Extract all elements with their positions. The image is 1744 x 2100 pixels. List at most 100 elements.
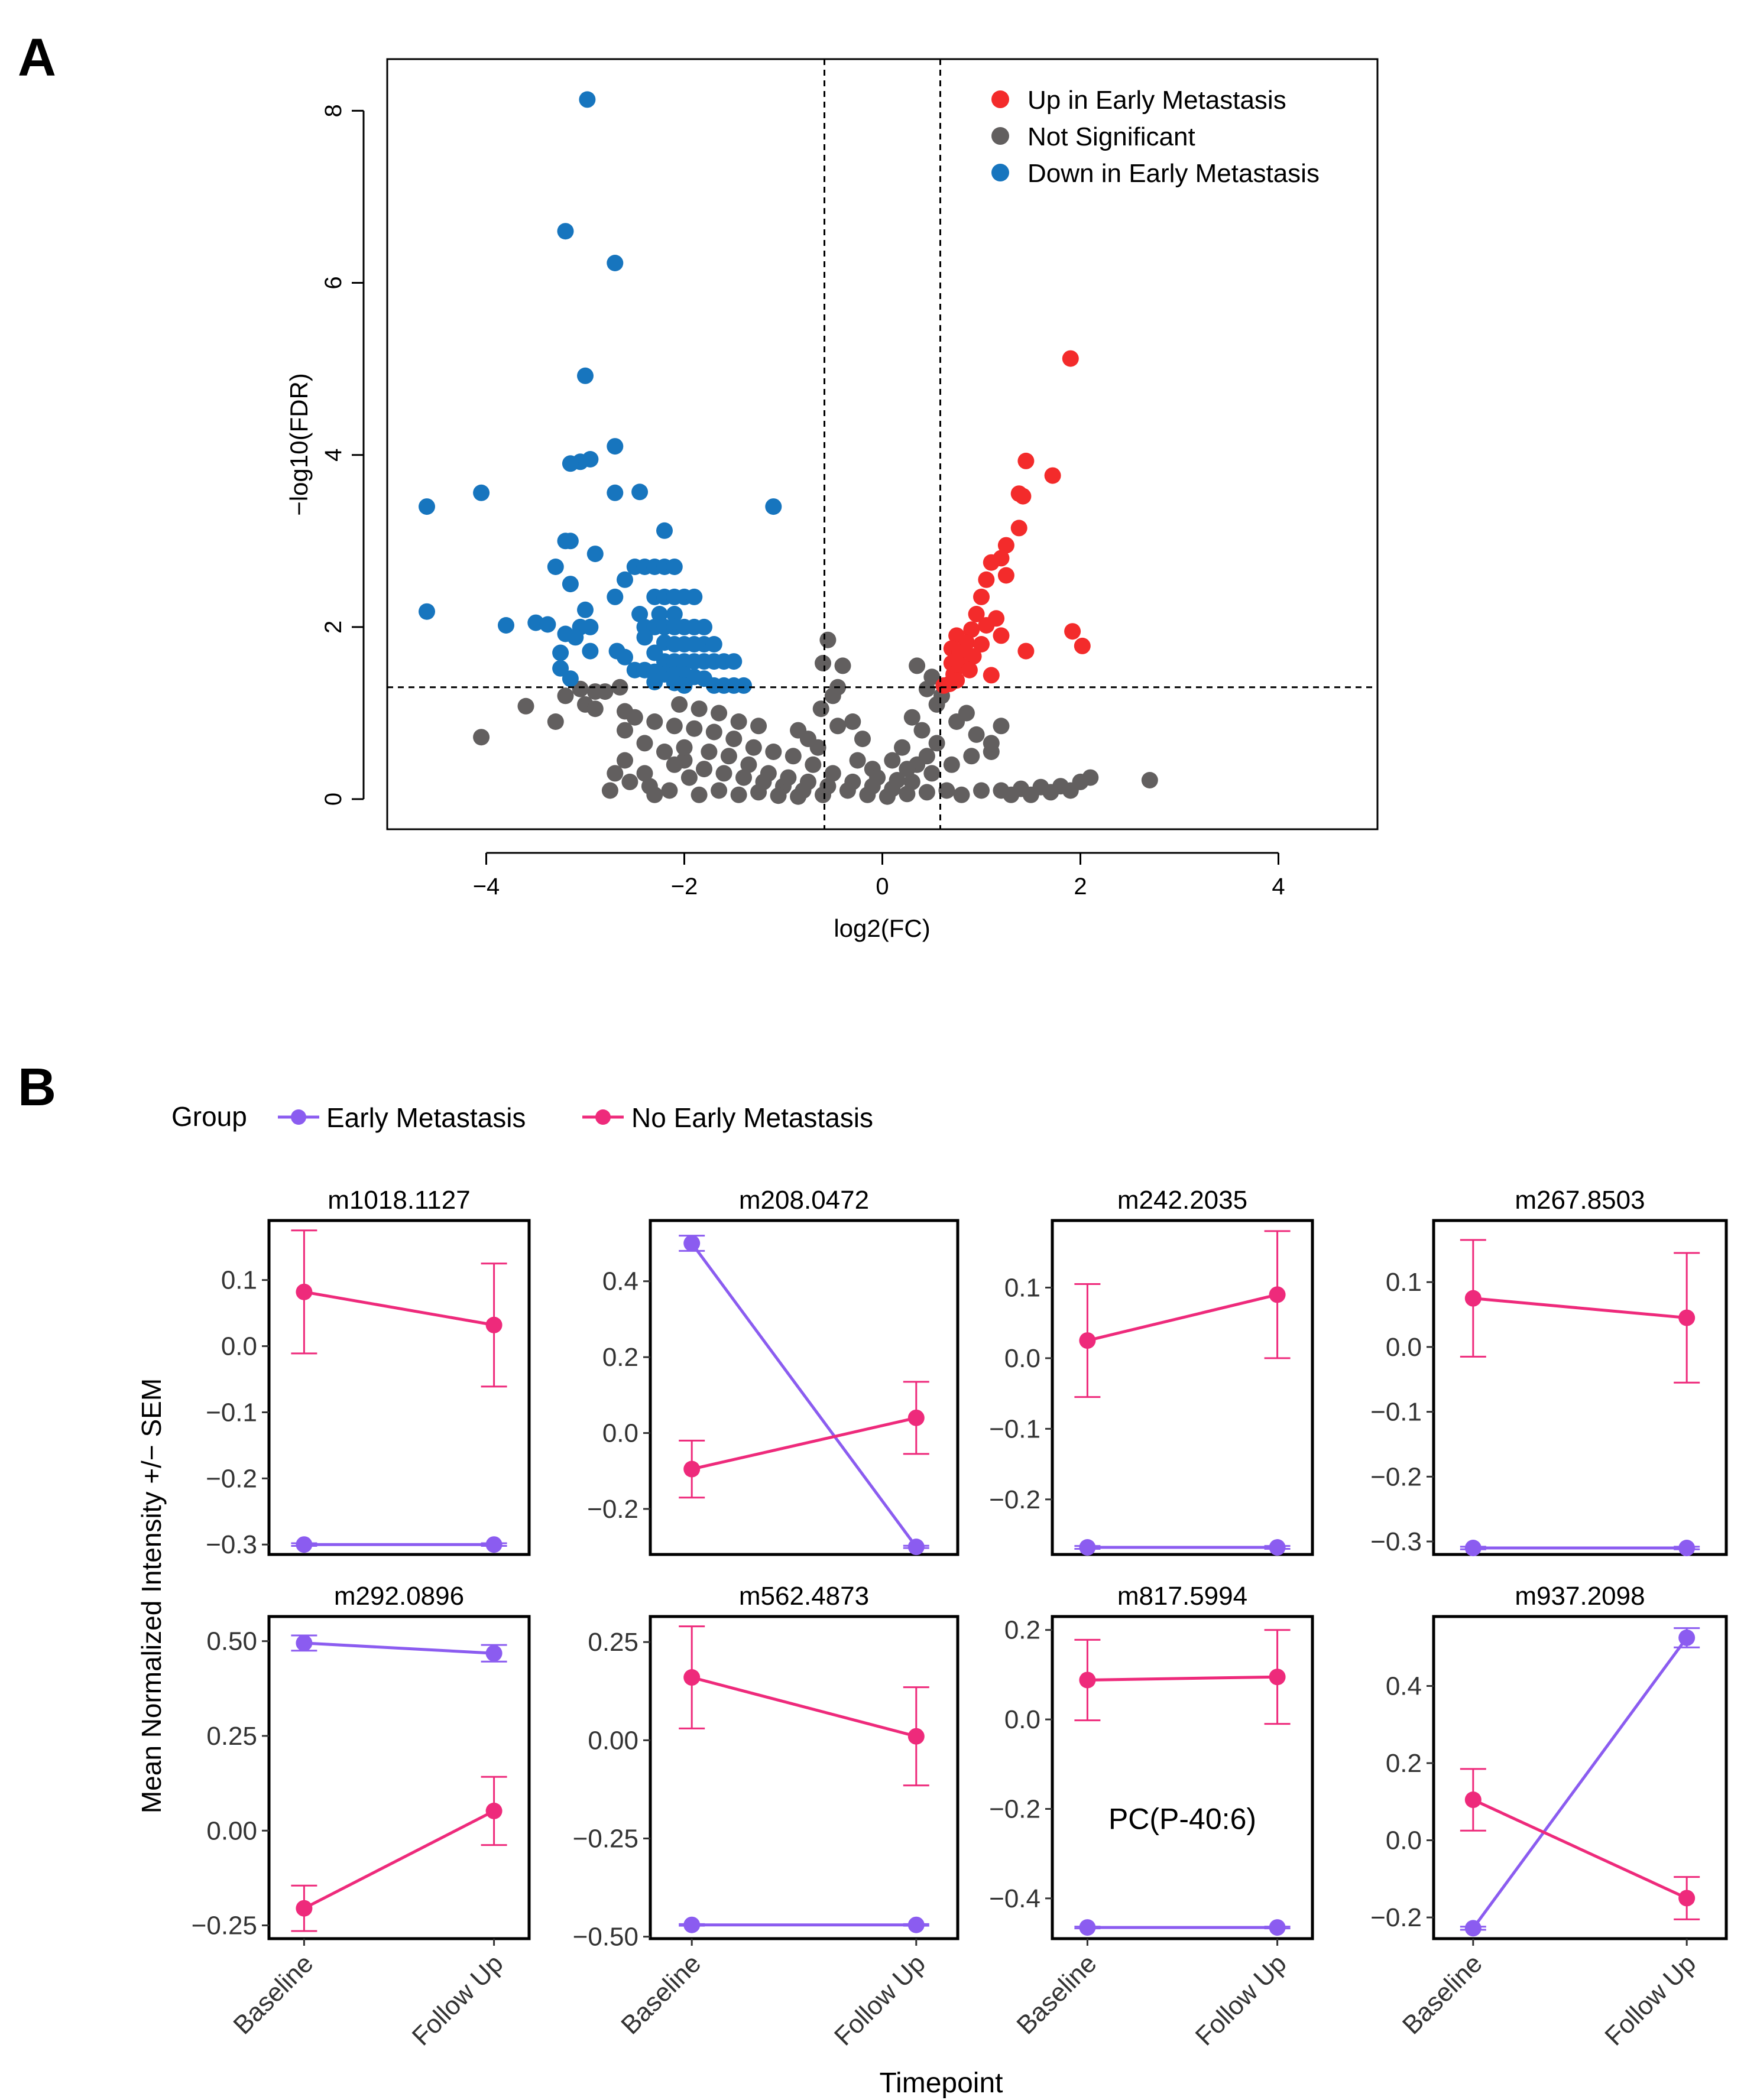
- volcano-points: [419, 91, 1158, 805]
- point-down-24: [562, 576, 579, 593]
- facet-y-tick-label: 0.4: [1386, 1671, 1422, 1700]
- facet-frame: [1432, 1219, 1728, 1556]
- y-tick-label: 0: [320, 793, 346, 806]
- point-ns-70: [834, 657, 851, 674]
- facet-m267.8503: m267.8503 0.1 0.0 −0.1 −0.2 −0.3: [1370, 1186, 1728, 1557]
- point-ns-16: [785, 748, 802, 765]
- facet-x-tick-label: Baseline: [228, 1949, 319, 2040]
- facet-y-tick-label: −0.50: [573, 1923, 638, 1952]
- point-ns-110: [849, 752, 866, 769]
- point-up-9: [997, 567, 1014, 584]
- facet-y-tick-label: 0.25: [588, 1628, 638, 1657]
- legend-label-early: Early Metastasis: [326, 1102, 526, 1133]
- point-down-9: [607, 484, 624, 501]
- legend-marker-no-early: [595, 1109, 611, 1125]
- point-ns-15: [765, 744, 782, 760]
- point-ns-59: [799, 773, 816, 790]
- point-down-2: [607, 255, 624, 271]
- point-up-1: [1044, 467, 1061, 484]
- facet-y-tick-label: −0.4: [989, 1884, 1040, 1913]
- y-axis: 0 2 4 6 8: [320, 104, 365, 806]
- point-ns-121: [691, 700, 708, 718]
- mean-point: [1079, 1671, 1096, 1689]
- facet-y-tick-label: 0.0: [221, 1332, 257, 1361]
- point-up-33: [1074, 637, 1091, 654]
- mean-point: [485, 1536, 503, 1553]
- point-ns-14: [745, 739, 762, 756]
- point-ns-90: [948, 713, 965, 730]
- x-tick-label: −4: [473, 874, 500, 900]
- point-ns-65: [918, 784, 935, 801]
- group-legend: Group Early Metastasis No Early Metastas…: [171, 1101, 873, 1133]
- point-ns-24: [943, 756, 960, 773]
- point-ns-10: [666, 718, 683, 735]
- point-down-31: [419, 603, 435, 620]
- facet-frame: [649, 1219, 959, 1556]
- point-ns-28: [636, 735, 653, 752]
- legend-marker-ns: [991, 127, 1009, 145]
- legend-label-ns: Not Significant: [1027, 122, 1195, 151]
- point-down-85: [735, 677, 752, 694]
- series-line: [691, 1676, 917, 1738]
- point-ns-13: [725, 731, 743, 748]
- facet-annotation: PC(P-40:6): [1108, 1803, 1256, 1836]
- mean-point: [485, 1316, 503, 1333]
- volcano-plot-frame: [386, 58, 1379, 830]
- point-down-34: [651, 606, 668, 622]
- mean-point: [907, 1916, 925, 1933]
- mean-point: [1678, 1540, 1696, 1557]
- point-ns-64: [899, 786, 916, 803]
- point-ns-87: [983, 735, 1000, 752]
- point-ns-94: [601, 782, 618, 799]
- point-ns-38: [953, 786, 970, 803]
- point-ns-75: [829, 718, 847, 735]
- point-up-30: [983, 667, 1000, 684]
- mean-point: [1464, 1540, 1482, 1557]
- mean-point: [1269, 1539, 1286, 1556]
- facet-y-tick-label: 0.00: [588, 1726, 638, 1755]
- point-ns-51: [666, 756, 683, 773]
- point-down-22: [666, 559, 683, 575]
- facet-y-tick-label: −0.2: [206, 1464, 257, 1493]
- facet-y-tick-label: 0.1: [1386, 1268, 1422, 1297]
- facet-grid: m1018.1127 0.1 0.0 −0.1 −0.2 −0.3 m208.0472 0.4…: [192, 1186, 1728, 2051]
- facet-y-tick-label: 0.1: [1004, 1273, 1040, 1302]
- point-up-12: [968, 606, 985, 622]
- point-ns-18: [824, 765, 841, 782]
- mean-point: [683, 1669, 701, 1686]
- series-no-early: [1074, 1230, 1291, 1398]
- facet-y-tick-label: −0.2: [989, 1794, 1040, 1823]
- point-up-23: [1017, 642, 1035, 660]
- point-down-12: [419, 498, 435, 515]
- point-ns-39: [973, 782, 990, 799]
- mean-point: [1464, 1791, 1482, 1809]
- series-early: [1460, 1540, 1700, 1557]
- series-line: [1087, 1293, 1278, 1342]
- mean-point: [683, 1235, 701, 1252]
- facet-y-tick-label: 0.2: [1004, 1616, 1040, 1645]
- point-down-58: [582, 642, 599, 660]
- point-ns-109: [899, 761, 916, 778]
- mean-point: [1079, 1332, 1096, 1349]
- facet-y-tick-label: −0.2: [989, 1485, 1040, 1514]
- mean-point: [1464, 1920, 1482, 1937]
- series-early: [679, 1916, 929, 1933]
- point-down-57: [552, 644, 569, 661]
- point-ns-93: [572, 680, 589, 697]
- point-ns-119: [730, 713, 747, 730]
- point-ns-8: [626, 709, 643, 726]
- point-down-47: [498, 617, 514, 634]
- facet-x-tick-label: Baseline: [1011, 1949, 1102, 2040]
- y-axis-label: −log10(FDR): [285, 373, 313, 516]
- series-no-early: [291, 1776, 507, 1932]
- point-down-32: [577, 601, 594, 618]
- point-ns-104: [1003, 786, 1020, 803]
- point-down-11: [765, 498, 782, 515]
- point-ns-83: [894, 739, 910, 756]
- point-ns-25: [963, 748, 980, 765]
- facet-frame: [1051, 1219, 1314, 1556]
- facet-m208.0472: m208.0472 0.4 0.2 0.0 −0.2: [587, 1186, 959, 1556]
- volcano-plot: −4 −2 0 2 4 0 2 4 6 8 log2(FC) −log10(FDR) Up in…: [285, 58, 1379, 942]
- point-ns-98: [691, 786, 708, 803]
